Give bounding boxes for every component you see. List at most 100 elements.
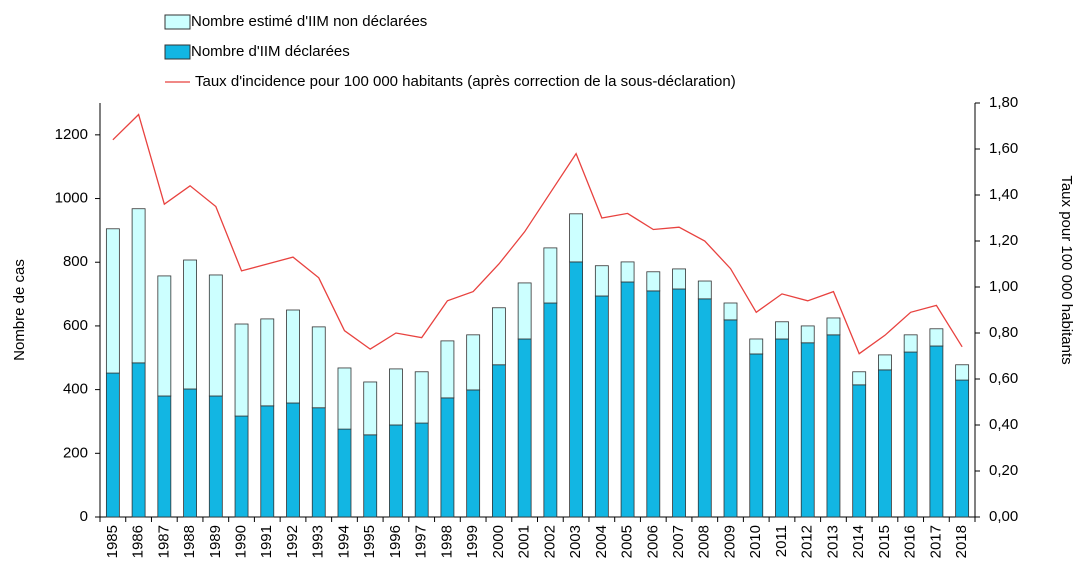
bar — [955, 379, 970, 518]
x-tick-label: 1985 — [104, 525, 121, 558]
x-tick-label: 2016 — [902, 525, 919, 558]
bar — [826, 317, 841, 336]
bar — [620, 261, 635, 283]
y2-tick-label: 0,00 — [989, 508, 1018, 525]
bar — [569, 213, 584, 263]
bar — [260, 318, 275, 407]
bar — [208, 395, 223, 518]
bar — [672, 288, 686, 518]
bar — [440, 340, 455, 399]
bar — [826, 334, 841, 518]
x-tick-label: 2001 — [516, 525, 533, 558]
bar — [955, 364, 970, 381]
legend-label: Taux d'incidence pour 100 000 habitants … — [195, 73, 736, 90]
y-tick-label: 200 — [63, 444, 88, 461]
y-tick-label: 600 — [63, 317, 88, 334]
x-tick-label: 2017 — [927, 525, 944, 558]
x-tick-label: 1995 — [361, 525, 378, 558]
bar — [440, 397, 455, 518]
bar — [234, 323, 249, 417]
bar — [337, 367, 352, 430]
bar — [389, 424, 403, 518]
bar — [183, 388, 197, 518]
x-tick-label: 2010 — [747, 525, 764, 558]
bar — [131, 362, 146, 518]
x-tick-label: 2011 — [773, 525, 790, 557]
x-tick-label: 2004 — [593, 525, 610, 558]
bar — [878, 354, 892, 371]
x-tick-label: 2012 — [799, 525, 816, 558]
y2-tick-label: 1,40 — [989, 186, 1018, 203]
bar — [363, 434, 378, 518]
bar — [286, 402, 300, 518]
bar — [569, 261, 584, 518]
bar — [105, 372, 120, 518]
x-tick-label: 1992 — [284, 525, 301, 558]
bar — [929, 328, 944, 347]
bar — [311, 407, 326, 518]
bar — [414, 371, 429, 424]
y-tick-label: 1000 — [55, 190, 88, 207]
x-tick-label: 1998 — [438, 525, 455, 558]
bar — [208, 274, 223, 397]
bar — [286, 309, 300, 404]
bar — [646, 271, 661, 292]
bar — [903, 334, 918, 353]
x-tick-label: 2013 — [824, 525, 841, 558]
bar — [183, 259, 197, 390]
bar — [852, 384, 867, 518]
bar — [543, 302, 558, 518]
bar — [749, 353, 764, 518]
x-tick-label: 2005 — [619, 525, 636, 558]
legend-swatch — [164, 44, 191, 60]
bar — [389, 368, 403, 426]
x-tick-label: 1986 — [130, 525, 147, 558]
bar — [260, 405, 275, 518]
x-tick-label: 1989 — [207, 525, 224, 558]
bar — [723, 302, 738, 321]
bar — [620, 281, 635, 518]
y2-axis-title: Taux pour 100 000 habitants — [1058, 175, 1075, 364]
bar — [517, 282, 532, 340]
bar — [157, 395, 172, 518]
bar — [878, 369, 892, 518]
bar — [157, 275, 172, 397]
y2-tick-label: 0,60 — [989, 370, 1018, 387]
y-tick-label: 0 — [80, 508, 88, 525]
bar — [852, 371, 867, 386]
bar — [594, 265, 609, 297]
bar — [929, 345, 944, 518]
y2-tick-label: 0,80 — [989, 324, 1018, 341]
x-tick-label: 1996 — [387, 525, 404, 558]
x-tick-label: 2008 — [696, 525, 713, 558]
bar — [697, 298, 712, 518]
bar — [311, 326, 326, 409]
x-tick-label: 1991 — [258, 525, 275, 558]
bar — [363, 381, 378, 436]
x-tick-label: 2006 — [644, 525, 661, 558]
bar — [672, 268, 686, 290]
bar — [594, 295, 609, 518]
bar — [337, 428, 352, 518]
x-tick-label: 1988 — [181, 525, 198, 558]
bar — [466, 334, 481, 391]
y2-tick-label: 1,60 — [989, 140, 1018, 157]
y2-tick-label: 1,20 — [989, 232, 1018, 249]
bar — [903, 351, 918, 518]
x-tick-label: 2002 — [541, 525, 558, 558]
x-tick-label: 1987 — [155, 525, 172, 558]
x-tick-label: 2018 — [953, 525, 970, 558]
bar — [234, 415, 249, 518]
x-tick-label: 2003 — [567, 525, 584, 558]
line — [112, 113, 963, 355]
x-tick-label: 2009 — [721, 525, 738, 558]
bar — [105, 228, 120, 374]
x-tick-label: 1997 — [413, 525, 430, 558]
bar — [517, 338, 532, 518]
legend-label: Nombre estimé d'IIM non déclarées — [191, 13, 427, 30]
x-tick-label: 1990 — [233, 525, 250, 558]
bar — [697, 280, 712, 300]
bar — [775, 321, 789, 340]
y2-tick-label: 0,40 — [989, 416, 1018, 433]
y-axis-title: Nombre de cas — [11, 259, 28, 361]
